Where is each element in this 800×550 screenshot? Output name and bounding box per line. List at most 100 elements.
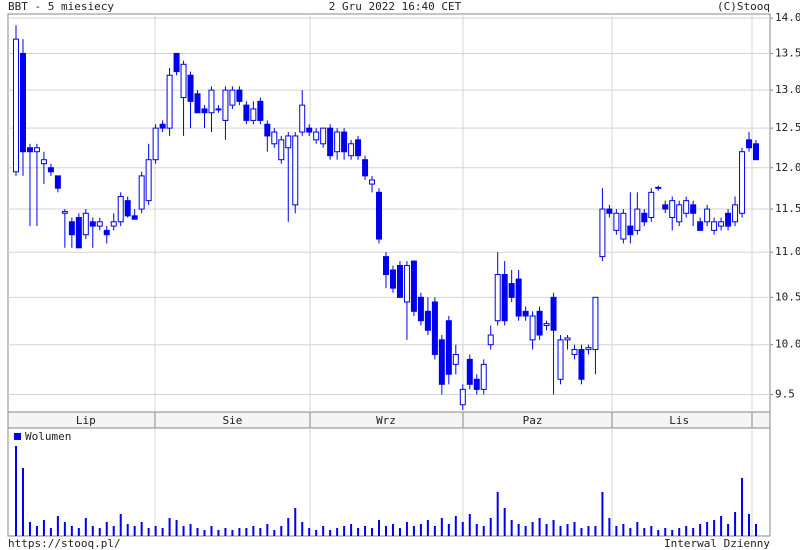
volume-bar — [217, 530, 220, 536]
candle-body — [369, 179, 376, 185]
candle-body — [599, 208, 606, 258]
volume-bar — [559, 526, 562, 536]
volume-bar — [405, 522, 408, 536]
candle-body — [648, 191, 655, 219]
candle-body — [620, 212, 627, 240]
volume-bar — [105, 522, 108, 536]
y-tick-label: 11.5 — [775, 202, 800, 215]
volume-bar — [650, 526, 653, 536]
candle-body — [473, 378, 480, 390]
candle-body — [40, 159, 47, 165]
candle-body — [222, 89, 229, 121]
chart-date: 2 Gru 2022 16:40 CET — [329, 0, 462, 13]
candle-body — [501, 274, 508, 322]
volume-bar — [419, 524, 422, 536]
candle-body — [341, 131, 348, 153]
candle-body — [61, 211, 68, 214]
y-tick-label: 10.0 — [775, 338, 800, 351]
volume-bar — [196, 528, 199, 536]
volume-bar — [21, 468, 24, 536]
volume-bar — [727, 524, 730, 536]
candle-body — [571, 349, 578, 355]
y-tick-label: 11.0 — [775, 245, 800, 258]
volume-bar — [378, 520, 381, 536]
volume-bar — [622, 524, 625, 536]
volume-bar — [706, 522, 709, 536]
candle-body — [557, 339, 564, 380]
candle-body — [431, 301, 438, 355]
volume-bar — [538, 518, 541, 536]
volume-bar — [112, 526, 115, 536]
volume-bar — [161, 528, 164, 536]
candle-body — [131, 215, 138, 220]
y-tick-label: 13.5 — [775, 46, 800, 59]
candle-body — [466, 358, 473, 385]
volume-bar — [510, 520, 513, 536]
volume-bar — [308, 528, 311, 536]
volume-bar — [15, 446, 17, 536]
candle-body — [389, 269, 396, 289]
volume-bar — [175, 520, 178, 536]
volume-bar — [468, 514, 471, 536]
candle-body — [285, 135, 292, 149]
candle-body — [487, 334, 494, 346]
volume-bar — [489, 518, 492, 536]
candle-body — [320, 127, 327, 145]
candle-body — [187, 74, 194, 102]
candle-body — [362, 159, 369, 177]
volume-bar — [601, 492, 604, 536]
candle-body — [655, 186, 662, 189]
volume-bar — [573, 522, 576, 536]
candle-body — [68, 221, 75, 236]
volume-bar — [615, 526, 618, 536]
volume-bar — [748, 514, 751, 536]
volume-bar — [503, 508, 506, 536]
candle-body — [250, 108, 257, 121]
candle-body — [145, 159, 152, 202]
volume-bar — [133, 526, 136, 536]
candle-body — [438, 339, 445, 385]
volume-bar — [98, 528, 101, 536]
candle-body — [159, 123, 166, 129]
candle-body — [201, 108, 208, 114]
candle-body — [138, 175, 145, 210]
candle-body — [82, 212, 89, 236]
volume-bar — [182, 526, 185, 536]
volume-bar — [231, 530, 234, 536]
volume-bar — [475, 524, 478, 536]
volume-bar — [189, 524, 192, 536]
volume-bar — [734, 512, 737, 536]
volume-bar — [126, 524, 129, 536]
candle-body — [480, 363, 487, 390]
candle-body — [19, 52, 26, 153]
volume-bar — [685, 526, 688, 536]
candle-body — [271, 131, 278, 145]
x-tick-label: Sie — [222, 414, 242, 427]
candle-body — [208, 89, 215, 114]
volume-bar — [28, 522, 31, 536]
volume-bar — [371, 528, 374, 536]
candle-body — [173, 52, 180, 73]
volume-bar — [245, 528, 248, 536]
candle-body — [634, 208, 641, 231]
candle-body — [732, 204, 739, 223]
footer-interval: Interwal Dzienny — [664, 537, 770, 550]
volume-bar — [63, 522, 66, 536]
volume-bar — [56, 516, 59, 536]
candle-body — [725, 212, 732, 227]
volume-bar — [482, 526, 485, 536]
volume-bar — [433, 526, 436, 536]
candle-body — [445, 320, 452, 375]
candle-body — [417, 296, 424, 322]
footer-url: https://stooq.pl/ — [8, 537, 121, 550]
volume-bar — [461, 522, 464, 536]
chart-source: (C)Stooq — [717, 0, 770, 13]
volume-bar — [280, 526, 283, 536]
volume-bar — [259, 528, 262, 536]
volume-bar — [343, 526, 346, 536]
volume-bar — [168, 518, 171, 536]
volume-bar — [755, 524, 757, 536]
volume-bar — [140, 522, 143, 536]
candle-body — [383, 256, 389, 276]
